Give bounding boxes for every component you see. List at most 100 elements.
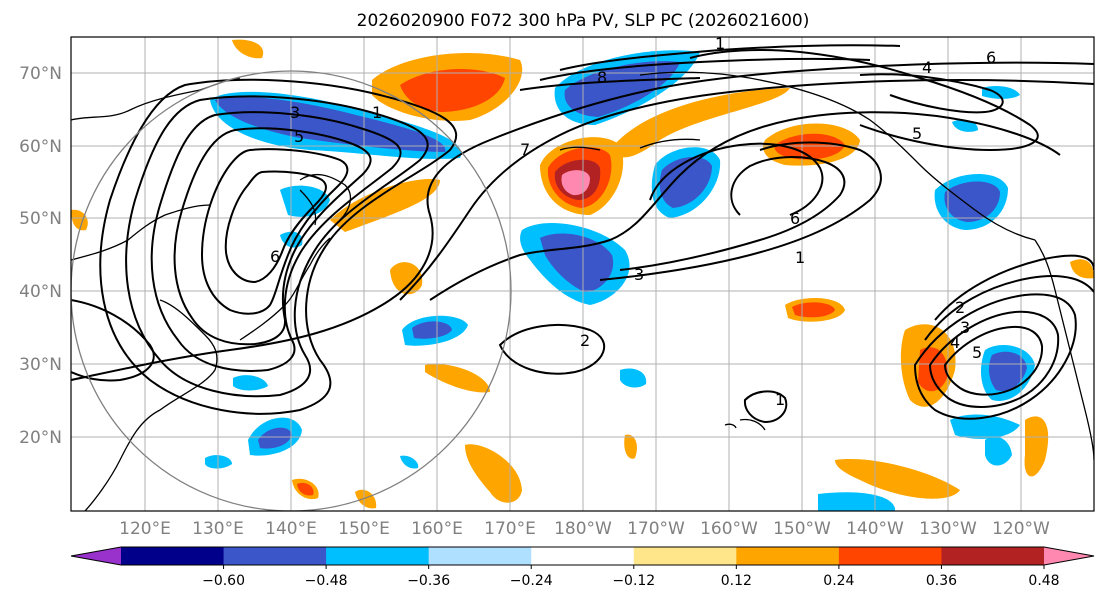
slp-contour bbox=[599, 141, 882, 281]
slp-contour bbox=[689, 49, 1039, 152]
pv-positive-area bbox=[835, 459, 960, 499]
colorbar-segment bbox=[121, 547, 225, 565]
contour-label: 2 bbox=[955, 298, 965, 317]
pv-positive-area bbox=[232, 39, 264, 59]
colorbar-extend-high bbox=[1044, 547, 1094, 565]
pv-positive-area bbox=[465, 444, 522, 503]
pv-negative-area bbox=[400, 455, 419, 469]
pv-negative-area bbox=[988, 351, 1027, 392]
range-circle bbox=[71, 70, 512, 511]
contour-label: 3 bbox=[634, 265, 644, 284]
contour-label: 3 bbox=[960, 318, 970, 337]
slp-contour bbox=[200, 148, 349, 315]
coastline-kamchatka bbox=[299, 173, 352, 221]
slp-contour bbox=[224, 170, 327, 284]
colorbar-tick-label: 0.48 bbox=[1028, 573, 1059, 589]
slp-contour bbox=[399, 78, 1094, 301]
coastline-hawaii bbox=[724, 418, 766, 431]
contour-labels: 3 5 1 6 7 8 1 4 6 5 6 1 3 2 1 2 3 4 5 bbox=[270, 37, 996, 409]
pv-positive-area bbox=[400, 68, 505, 112]
contour-label: 1 bbox=[372, 103, 382, 122]
slp-contour bbox=[859, 73, 1004, 114]
lon-label: 170°W bbox=[627, 519, 685, 539]
slp-contour bbox=[924, 274, 1094, 341]
pv-negative-area bbox=[818, 492, 895, 511]
pv-negative-area bbox=[944, 181, 1000, 222]
coastline-alaska bbox=[639, 71, 1036, 241]
pv-negative-area bbox=[280, 185, 330, 217]
contour-label: 1 bbox=[795, 248, 805, 267]
lat-label: 60°N bbox=[19, 137, 62, 157]
colorbar-segments bbox=[70, 546, 1095, 566]
colorbar-tick-label: −0.60 bbox=[202, 573, 245, 589]
pv-positive-area bbox=[624, 434, 637, 459]
colorbar-segment bbox=[736, 547, 840, 565]
contour-label: 6 bbox=[986, 48, 996, 67]
colorbar-tick-label: 0.12 bbox=[721, 573, 752, 589]
longitude-labels: 120°E 130°E 140°E 150°E 160°E 170°E 180°… bbox=[119, 519, 1050, 539]
pv-positive-area bbox=[918, 347, 948, 392]
contour-label: 4 bbox=[950, 333, 960, 352]
pv-negative-area bbox=[233, 375, 268, 391]
pv-negative-area bbox=[258, 427, 292, 449]
pv-positive-area bbox=[792, 302, 835, 318]
lon-label: 130°E bbox=[192, 519, 244, 539]
colorbar-outline bbox=[70, 546, 1095, 566]
colorbar-segment bbox=[428, 547, 532, 565]
slp-contour bbox=[928, 310, 1060, 408]
pv-positive-area bbox=[774, 133, 845, 160]
lon-label: 150°E bbox=[338, 519, 390, 539]
colorbar-segment bbox=[633, 547, 737, 565]
lon-label: 180°W bbox=[554, 519, 612, 539]
contour-label: 2 bbox=[580, 331, 590, 350]
slp-contour bbox=[743, 390, 788, 424]
lon-label: 120°E bbox=[119, 519, 171, 539]
pv-shading bbox=[71, 39, 1094, 511]
colorbar-tick-label: 0.24 bbox=[823, 573, 854, 589]
contour-label: 6 bbox=[270, 247, 280, 266]
lat-label: 70°N bbox=[19, 64, 62, 84]
colorbar-ticks: −0.60 −0.48 −0.36 −0.24 −0.12 0.12 0.24 0.36 0.4… bbox=[202, 565, 1060, 589]
slp-contour bbox=[498, 324, 606, 375]
colorbar-extend-low bbox=[71, 547, 121, 565]
slp-contour bbox=[519, 77, 701, 91]
colorbar-segment bbox=[223, 547, 327, 565]
pv-positive-area bbox=[297, 482, 314, 496]
contour-label: 4 bbox=[922, 58, 932, 77]
pv-positive-area bbox=[330, 179, 440, 232]
slp-contour bbox=[559, 44, 901, 71]
colorbar-tick-label: −0.36 bbox=[407, 573, 450, 589]
pv-negative-area bbox=[985, 436, 1012, 466]
lat-label: 20°N bbox=[19, 428, 62, 448]
map-frame bbox=[70, 36, 1095, 512]
contour-label: 8 bbox=[597, 68, 607, 87]
map-panel: 3 5 1 6 7 8 1 4 6 5 6 1 3 2 1 2 3 4 5 bbox=[70, 36, 1095, 512]
pv-positive-area bbox=[610, 88, 790, 158]
contour-label: 5 bbox=[972, 343, 982, 362]
contour-label: 3 bbox=[290, 103, 300, 122]
lon-label: 140°E bbox=[265, 519, 317, 539]
contour-label: 6 bbox=[790, 209, 800, 228]
pv-negative-area bbox=[982, 86, 1020, 99]
pv-positive-area bbox=[425, 364, 490, 393]
contour-label: 1 bbox=[775, 390, 785, 409]
figure-title: 2026020900 F072 300 hPa PV, SLP PC (2026… bbox=[357, 11, 810, 31]
slp-contour bbox=[619, 156, 846, 271]
lon-label: 120°W bbox=[992, 519, 1050, 539]
pv-positive-area bbox=[355, 489, 377, 509]
contour-label: 7 bbox=[520, 140, 530, 159]
coastline-aleutians bbox=[559, 138, 701, 151]
lat-label: 50°N bbox=[19, 209, 62, 229]
latitude-labels: 70°N 60°N 50°N 40°N 30°N 20°N bbox=[19, 64, 62, 448]
slp-contour bbox=[99, 78, 457, 415]
lat-label: 30°N bbox=[19, 355, 62, 375]
slp-contour bbox=[934, 254, 1094, 321]
pv-negative-area bbox=[564, 61, 680, 117]
pv-positive-area bbox=[71, 209, 88, 231]
pv-negative-area bbox=[540, 233, 614, 292]
colorbar-segment bbox=[531, 547, 635, 565]
slp-contour bbox=[649, 142, 824, 216]
contour-label: 5 bbox=[912, 124, 922, 143]
lon-label: 140°W bbox=[846, 519, 904, 539]
